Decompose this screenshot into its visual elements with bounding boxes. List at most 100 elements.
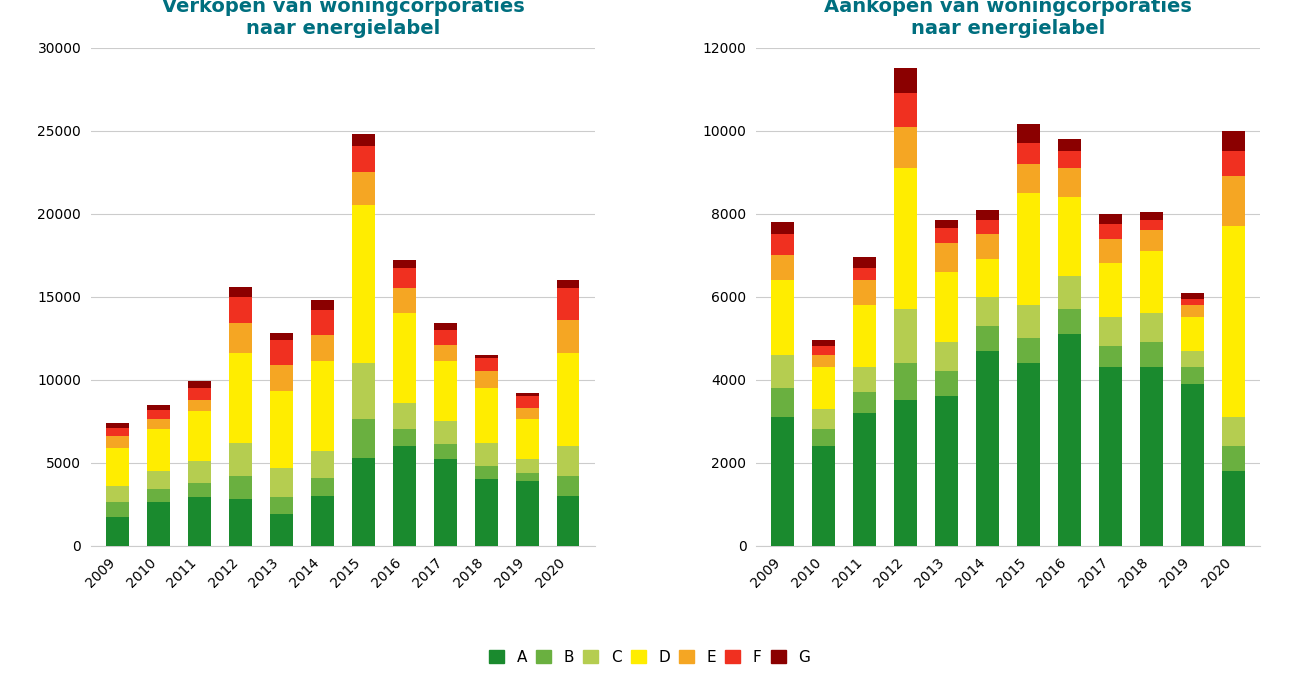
Bar xyxy=(516,393,539,396)
Bar xyxy=(812,430,835,446)
Bar xyxy=(1017,164,1039,193)
Bar xyxy=(1141,313,1163,342)
Bar xyxy=(772,355,794,388)
Bar xyxy=(229,353,252,443)
Bar xyxy=(516,459,539,473)
Bar xyxy=(107,428,129,436)
Bar xyxy=(107,486,129,503)
Bar xyxy=(772,280,794,355)
Bar xyxy=(1141,220,1163,231)
Bar xyxy=(434,459,456,546)
Bar xyxy=(352,419,374,458)
Bar xyxy=(188,497,210,546)
Bar xyxy=(188,388,210,400)
Bar xyxy=(977,209,999,220)
Bar xyxy=(352,205,374,363)
Bar xyxy=(1141,231,1163,251)
Bar xyxy=(147,404,170,409)
Bar xyxy=(312,310,334,335)
Bar xyxy=(1059,139,1081,151)
Bar xyxy=(229,297,252,323)
Bar xyxy=(475,443,498,466)
Bar xyxy=(147,471,170,489)
Bar xyxy=(935,220,957,228)
Bar xyxy=(394,446,416,546)
Bar xyxy=(1017,125,1039,143)
Bar xyxy=(1181,367,1204,384)
Bar xyxy=(475,388,498,443)
Bar xyxy=(1222,177,1244,226)
Bar xyxy=(1181,317,1204,351)
Bar xyxy=(147,409,170,419)
Title: Verkopen van woningcorporaties
naar energielabel: Verkopen van woningcorporaties naar ener… xyxy=(161,0,525,38)
Bar xyxy=(895,309,917,363)
Bar xyxy=(229,286,252,297)
Bar xyxy=(977,220,999,235)
Bar xyxy=(853,267,876,280)
Bar xyxy=(935,371,957,396)
Bar xyxy=(516,419,539,459)
Bar xyxy=(434,330,456,345)
Bar xyxy=(394,430,416,446)
Bar xyxy=(1181,293,1204,299)
Bar xyxy=(229,443,252,476)
Bar xyxy=(188,400,210,411)
Bar xyxy=(935,342,957,371)
Bar xyxy=(312,451,334,477)
Bar xyxy=(1099,213,1122,224)
Bar xyxy=(107,518,129,546)
Bar xyxy=(434,323,456,330)
Bar xyxy=(229,323,252,353)
Bar xyxy=(935,396,957,546)
Bar xyxy=(1222,417,1244,446)
Bar xyxy=(853,392,876,413)
Bar xyxy=(312,496,334,546)
Bar xyxy=(107,447,129,486)
Bar xyxy=(812,367,835,409)
Bar xyxy=(557,496,579,546)
Bar xyxy=(1141,251,1163,313)
Bar xyxy=(516,396,539,408)
Bar xyxy=(1099,224,1122,239)
Bar xyxy=(147,419,170,430)
Bar xyxy=(147,503,170,546)
Bar xyxy=(394,288,416,313)
Bar xyxy=(977,297,999,326)
Bar xyxy=(270,514,292,546)
Bar xyxy=(229,476,252,499)
Bar xyxy=(1017,193,1039,305)
Bar xyxy=(1099,239,1122,263)
Bar xyxy=(812,355,835,367)
Bar xyxy=(394,313,416,403)
Bar xyxy=(935,243,957,271)
Bar xyxy=(147,489,170,503)
Bar xyxy=(1017,363,1039,546)
Bar xyxy=(1181,299,1204,305)
Bar xyxy=(1222,471,1244,546)
Bar xyxy=(270,391,292,468)
Bar xyxy=(1099,346,1122,367)
Bar xyxy=(1059,151,1081,168)
Bar xyxy=(434,445,456,459)
Bar xyxy=(516,473,539,481)
Bar xyxy=(516,408,539,419)
Bar xyxy=(107,503,129,518)
Bar xyxy=(1017,143,1039,164)
Bar xyxy=(229,499,252,546)
Bar xyxy=(853,257,876,267)
Bar xyxy=(1099,263,1122,317)
Bar xyxy=(935,271,957,342)
Bar xyxy=(434,421,456,445)
Bar xyxy=(475,371,498,388)
Bar xyxy=(977,235,999,259)
Bar xyxy=(895,68,917,93)
Bar xyxy=(270,333,292,340)
Bar xyxy=(312,477,334,496)
Bar xyxy=(772,222,794,235)
Bar xyxy=(557,446,579,476)
Legend: A, B, C, D, E, F, G: A, B, C, D, E, F, G xyxy=(483,644,816,671)
Bar xyxy=(188,483,210,497)
Bar xyxy=(1059,276,1081,309)
Bar xyxy=(270,468,292,497)
Bar xyxy=(812,346,835,355)
